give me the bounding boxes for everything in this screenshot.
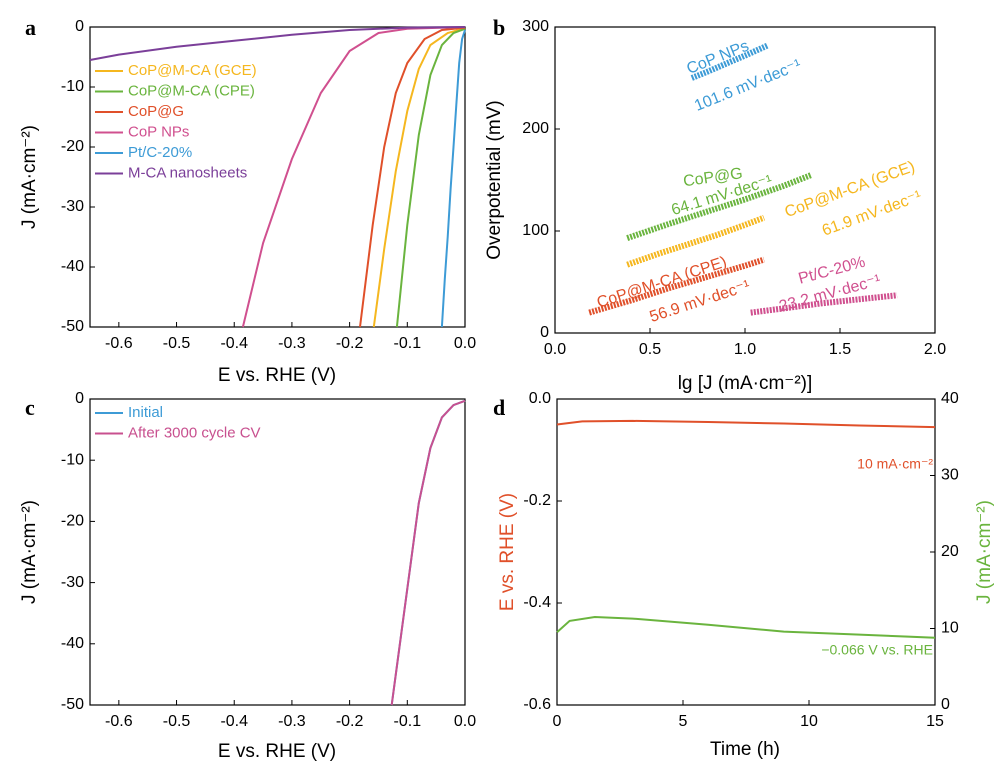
- x-tick-label: 2.0: [924, 341, 946, 358]
- legend-label: After 3000 cycle CV: [128, 424, 261, 441]
- x-tick-label: -0.3: [278, 335, 306, 352]
- x-tick-label: -0.2: [336, 713, 364, 730]
- y-tick-label: -0.4: [523, 594, 551, 611]
- x-tick-label: 15: [926, 713, 944, 730]
- y-tick-label: -40: [61, 258, 84, 275]
- y-tick-label: 200: [522, 120, 549, 137]
- series-line: [89, 26, 466, 61]
- x-tick-label: 5: [679, 713, 688, 730]
- series-line: [556, 615, 936, 639]
- y-axis-label: Overpotential (mV): [484, 100, 505, 259]
- y-tick-label: -0.6: [523, 696, 551, 713]
- series-line: [372, 27, 466, 328]
- x-axis-label: E vs. RHE (V): [218, 741, 336, 762]
- series-line: [690, 42, 770, 81]
- x-tick-label: -0.1: [394, 335, 422, 352]
- x-tick-label: 0.0: [454, 335, 476, 352]
- x-tick-label: 0.0: [544, 341, 566, 358]
- series-line: [588, 256, 765, 316]
- series-line: [390, 399, 466, 706]
- y-tick-label: -30: [61, 574, 84, 591]
- series-line: [626, 214, 766, 268]
- y-tick-label: -10: [61, 78, 84, 95]
- x-tick-label: 1.0: [734, 341, 756, 358]
- y2-tick-label: 30: [941, 467, 959, 484]
- legend-label: CoP@M-CA (GCE): [128, 62, 257, 79]
- y-tick-label: -20: [61, 138, 84, 155]
- y2-tick-label: 10: [941, 620, 959, 637]
- y-tick-label: -50: [61, 318, 84, 335]
- legend-label: Initial: [128, 404, 163, 421]
- x-tick-label: -0.2: [336, 335, 364, 352]
- y-tick-label: 300: [522, 18, 549, 35]
- series-line: [390, 399, 466, 706]
- y2-tick-label: 20: [941, 543, 959, 560]
- y-tick-label: 100: [522, 222, 549, 239]
- annotation: 10 mA·cm⁻²: [857, 456, 933, 472]
- legend-label: CoP@M-CA (CPE): [128, 82, 255, 99]
- series-annotation: CoP NPs: [684, 38, 751, 78]
- x-tick-label: 1.5: [829, 341, 851, 358]
- y-tick-label: 0: [540, 324, 549, 341]
- y2-tick-label: 0: [941, 696, 950, 713]
- x-tick-label: 0: [553, 713, 562, 730]
- legend-label: Pt/C-20%: [128, 144, 192, 161]
- x-tick-label: -0.5: [163, 335, 191, 352]
- y-tick-label: -0.2: [523, 492, 551, 509]
- x-axis-label: Time (h): [710, 739, 780, 760]
- x-axis-label: lg [J (mA·cm⁻²)]: [678, 373, 813, 394]
- y-tick-label: -50: [61, 696, 84, 713]
- y-axis-label: J (mA·cm⁻²): [19, 500, 40, 604]
- x-tick-label: -0.4: [220, 713, 248, 730]
- x-tick-label: -0.6: [105, 335, 133, 352]
- legend-label: M-CA nanosheets: [128, 164, 247, 181]
- y-tick-label: -30: [61, 198, 84, 215]
- series-line: [556, 419, 936, 429]
- y-tick-label: -10: [61, 451, 84, 468]
- x-tick-label: -0.6: [105, 713, 133, 730]
- panel-label: c: [25, 395, 35, 420]
- y-tick-label: 0: [75, 390, 84, 407]
- y2-tick-label: 40: [941, 390, 959, 407]
- series-line: [440, 29, 466, 328]
- x-tick-label: -0.1: [394, 713, 422, 730]
- plot-frame: [89, 26, 466, 328]
- panel-label: d: [493, 395, 505, 420]
- x-tick-label: 0.5: [639, 341, 661, 358]
- plot-frame: [556, 398, 936, 706]
- x-tick-label: 10: [800, 713, 818, 730]
- x-axis-label: E vs. RHE (V): [218, 365, 336, 386]
- x-tick-label: -0.5: [163, 713, 191, 730]
- legend-label: CoP@G: [128, 103, 184, 120]
- series-line: [241, 26, 466, 328]
- y-axis-label: E vs. RHE (V): [497, 493, 518, 611]
- series-line: [750, 292, 898, 316]
- x-tick-label: -0.3: [278, 713, 306, 730]
- y2-axis-label: J (mA·cm⁻²): [974, 500, 995, 604]
- series-line: [395, 27, 466, 328]
- y-tick-label: -40: [61, 635, 84, 652]
- annotation: −0.066 V vs. RHE: [821, 642, 933, 658]
- series-line: [359, 26, 466, 328]
- panel-label: a: [25, 15, 36, 40]
- y-tick-label: -20: [61, 513, 84, 530]
- x-tick-label: -0.4: [220, 335, 248, 352]
- y-axis-label: J (mA·cm⁻²): [19, 125, 40, 229]
- series-line: [626, 172, 813, 241]
- legend-label: CoP NPs: [128, 123, 189, 140]
- plot-frame: [89, 398, 466, 706]
- y-tick-label: 0.0: [529, 390, 551, 407]
- x-tick-label: 0.0: [454, 713, 476, 730]
- y-tick-label: 0: [75, 18, 84, 35]
- panel-label: b: [493, 15, 505, 40]
